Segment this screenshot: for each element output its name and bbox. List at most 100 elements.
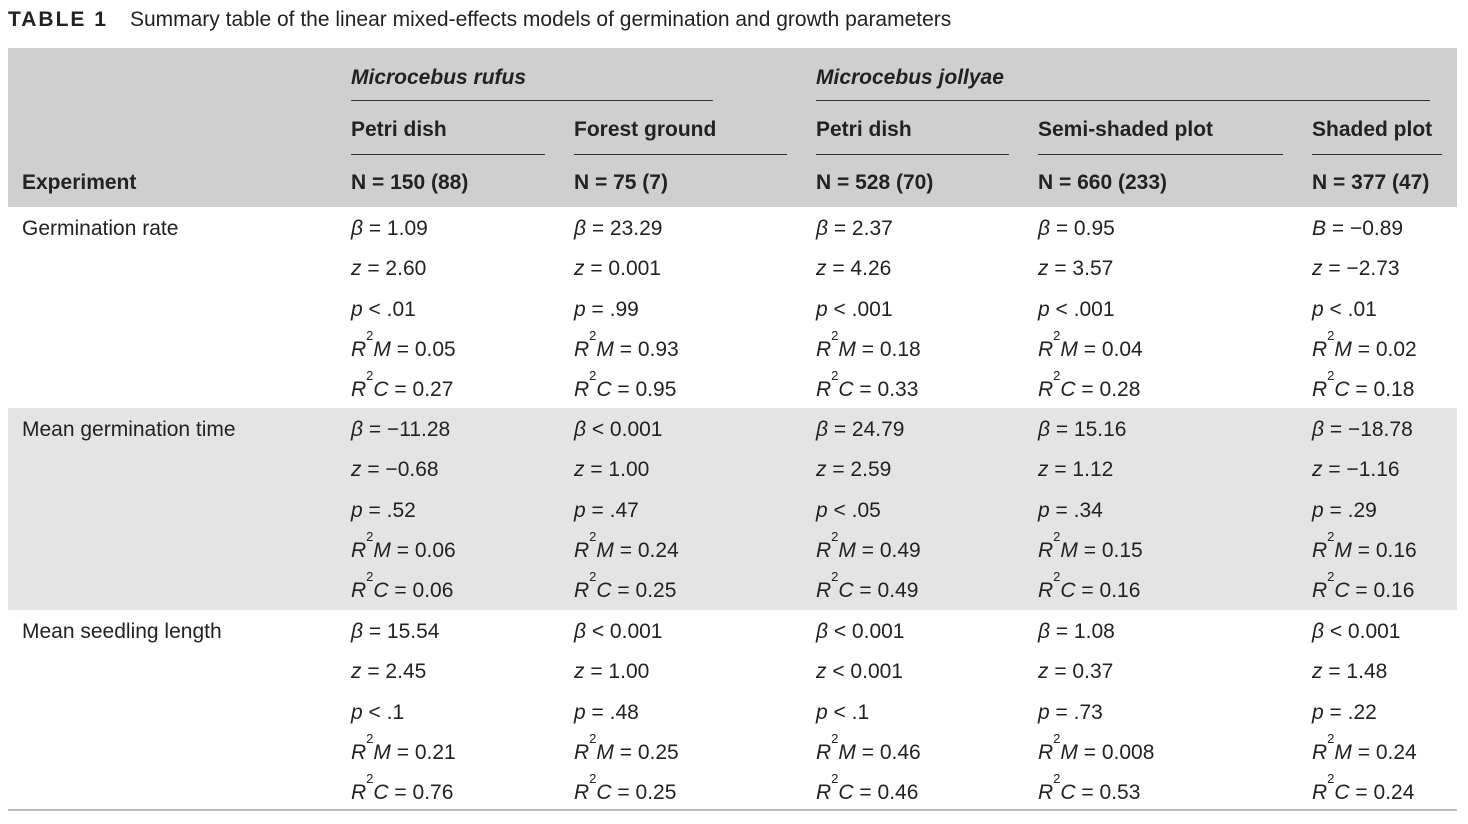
stat-cell: z < 0.001 — [816, 660, 903, 684]
stat-symbol: R — [351, 741, 367, 764]
stat-symbol: R — [816, 579, 832, 602]
stat-value: = 23.29 — [586, 217, 663, 240]
stat-symbol: p — [1038, 701, 1050, 724]
stat-value: = 0.37 — [1048, 660, 1114, 683]
stat-symbol: z — [816, 458, 827, 481]
stat-symbol: p — [1312, 298, 1324, 321]
stat-symbol-subscript: C — [1060, 378, 1076, 401]
col-header-4: Semi-shaded plot — [1038, 118, 1214, 141]
stat-cell: R2C = 0.27 — [351, 369, 454, 402]
row-label-germination-rate: Germination rate — [22, 217, 179, 240]
stat-value: = 0.24 — [1349, 781, 1415, 804]
stat-cell: R2M = 0.04 — [1038, 329, 1143, 362]
stat-value: = .34 — [1049, 499, 1103, 522]
stat-value: = −2.73 — [1322, 257, 1400, 280]
stat-symbol: p — [1312, 499, 1324, 522]
stat-value: = 0.16 — [1349, 579, 1415, 602]
stat-symbol-subscript: C — [596, 781, 612, 804]
stat-value: < 0.001 — [586, 418, 663, 441]
stat-value: = 0.95 — [611, 378, 677, 401]
stat-cell: R2C = 0.53 — [1038, 772, 1141, 805]
stat-symbol: β — [574, 620, 586, 643]
col-n-4: N = 660 (233) — [1038, 171, 1167, 194]
stat-value: = 2.59 — [826, 458, 892, 481]
stat-symbol-subscript: M — [373, 741, 391, 764]
stat-symbol-subscript: C — [596, 579, 612, 602]
species-header-rufus: Microcebus rufus — [351, 66, 527, 89]
stat-symbol: p — [1038, 298, 1050, 321]
stat-symbol: R — [816, 338, 832, 361]
stat-symbol: R — [574, 378, 590, 401]
stat-cell: R2M = 0.24 — [574, 530, 679, 563]
stat-cell: β = 0.95 — [1038, 217, 1115, 241]
stat-cell: B = −0.89 — [1312, 217, 1403, 241]
stat-symbol: β — [351, 620, 363, 643]
stat-value: = 4.26 — [826, 257, 892, 280]
stat-symbol: β — [816, 418, 828, 441]
stat-value: = 0.008 — [1077, 741, 1155, 764]
stat-symbol: R — [816, 539, 832, 562]
table-caption: TABLE 1 Summary table of the linear mixed… — [8, 8, 951, 32]
stat-symbol-subscript: C — [1060, 781, 1076, 804]
stat-symbol: p — [1038, 499, 1050, 522]
stat-cell: β = 2.37 — [816, 217, 893, 241]
stat-cell: p = .48 — [574, 701, 639, 725]
stat-value: = 2.45 — [361, 660, 427, 683]
stat-cell: β < 0.001 — [574, 418, 662, 442]
col-rule-2 — [574, 154, 787, 155]
stat-superscript: 2 — [1327, 529, 1335, 544]
stat-value: = 0.28 — [1075, 378, 1141, 401]
stat-symbol: R — [816, 378, 832, 401]
stat-value: = 0.95 — [1050, 217, 1115, 240]
stat-symbol-subscript: C — [373, 378, 389, 401]
stat-value: = .29 — [1323, 499, 1377, 522]
stat-cell: R2C = 0.28 — [1038, 369, 1141, 402]
stat-cell: R2M = 0.49 — [816, 530, 921, 563]
stat-symbol-subscript: M — [373, 539, 391, 562]
stat-cell: β = 1.09 — [351, 217, 428, 241]
stat-cell: R2M = 0.008 — [1038, 732, 1155, 765]
stat-cell: β = 15.16 — [1038, 418, 1126, 442]
stat-superscript: 2 — [589, 368, 597, 383]
stat-value: = 0.27 — [388, 378, 454, 401]
stat-superscript: 2 — [831, 368, 839, 383]
stat-value: < .001 — [827, 298, 893, 321]
stat-symbol: p — [1312, 701, 1324, 724]
stat-value: < 0.001 — [586, 620, 663, 643]
stat-value: = 0.06 — [390, 539, 456, 562]
stat-cell: β < 0.001 — [1312, 620, 1400, 644]
stat-cell: R2C = 0.25 — [574, 772, 676, 805]
stat-symbol-subscript: C — [1334, 579, 1350, 602]
stat-value: = 0.93 — [613, 338, 679, 361]
stat-symbol: p — [816, 701, 828, 724]
stat-superscript: 2 — [366, 771, 374, 786]
stat-value: = 1.48 — [1322, 660, 1388, 683]
col-header-2: Forest ground — [574, 118, 717, 141]
stat-superscript: 2 — [1327, 328, 1335, 343]
stat-cell: R2C = 0.25 — [574, 570, 676, 603]
stat-value: = −1.16 — [1322, 458, 1400, 481]
stat-symbol: β — [1038, 620, 1050, 643]
stat-cell: β = 23.29 — [574, 217, 662, 241]
stat-symbol: R — [574, 539, 590, 562]
stat-superscript: 2 — [366, 529, 374, 544]
stat-value: < .01 — [362, 298, 416, 321]
row-band-mean-seedling-length — [8, 610, 1457, 809]
stat-symbol: z — [574, 660, 585, 683]
stat-value: = 0.53 — [1075, 781, 1141, 804]
stat-symbol-subscript: M — [373, 338, 391, 361]
stat-superscript: 2 — [1327, 731, 1335, 746]
stat-superscript: 2 — [589, 529, 597, 544]
stat-cell: R2C = 0.24 — [1312, 772, 1415, 805]
stat-symbol: z — [1038, 458, 1049, 481]
stat-symbol: B — [1312, 217, 1327, 240]
stat-value: = .48 — [585, 701, 639, 724]
stat-value: = 0.06 — [388, 579, 454, 602]
stat-symbol-subscript: M — [1060, 539, 1078, 562]
stat-symbol-subscript: M — [1334, 338, 1352, 361]
stat-symbol: z — [1312, 458, 1323, 481]
stat-symbol-subscript: C — [373, 579, 389, 602]
stat-symbol-subscript: M — [1060, 741, 1078, 764]
stat-value: = 0.46 — [855, 741, 921, 764]
stat-superscript: 2 — [831, 771, 839, 786]
